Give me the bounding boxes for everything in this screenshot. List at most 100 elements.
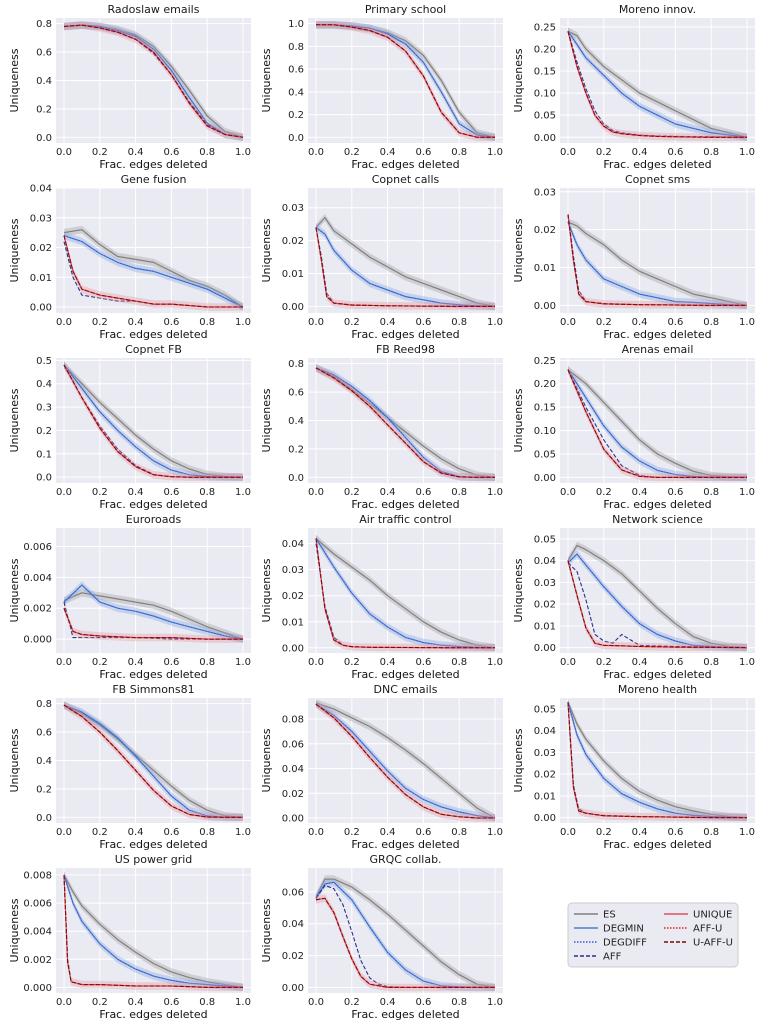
line-es — [567, 30, 748, 138]
x-tick-label: 1.0 — [235, 827, 251, 838]
panel-euroroads: 0.000 0.002 0.004 0.006 0.0 0.2 0.4 0.6 0.8 1.0 Eu… — [8, 513, 251, 681]
x-tick-label: 0.8 — [199, 827, 215, 838]
x-axis-label: Frac. edges deleted — [351, 668, 459, 681]
x-tick-label: 0.6 — [415, 147, 431, 158]
band-unique — [64, 701, 243, 822]
y-tick-label: 0.00 — [534, 643, 556, 654]
x-tick-label: 0.2 — [344, 997, 360, 1008]
line-degdiff — [315, 703, 496, 819]
x-tick-label: 0.0 — [560, 657, 576, 668]
y-tick-label: 0.4 — [288, 87, 304, 98]
x-tick-label: 0.0 — [560, 147, 576, 158]
panel-network-science: 0.00 0.01 0.02 0.03 0.04 0.05 0.0 0.2 0.4 0.6 0.8 1… — [512, 513, 755, 681]
chart-title: Euroroads — [126, 513, 182, 526]
x-axis-label: Frac. edges deleted — [99, 498, 207, 511]
line-es — [63, 229, 244, 308]
line-u-aff-u — [315, 227, 495, 307]
series-group — [63, 21, 244, 142]
panel-copnet-fb: 0.0 0.1 0.2 0.3 0.4 0.5 0.0 0.2 0.4 0.6 0.8 1.0 Copn… — [8, 343, 251, 511]
x-tick-label: 0.6 — [163, 317, 179, 328]
x-tick-label: 1.0 — [739, 487, 755, 498]
line-u-aff-u — [567, 369, 747, 478]
band-degmin — [316, 223, 495, 311]
chart-title: FB Simmons81 — [112, 683, 194, 696]
panel-copnet-calls: 0.00 0.01 0.02 0.03 0.0 0.2 0.4 0.6 0.8 1.0 Copnet… — [260, 173, 503, 341]
y-tick-label: 0.2 — [36, 426, 52, 437]
x-tick-label: 0.8 — [199, 657, 215, 668]
chart-title: Primary school — [365, 3, 446, 16]
line-degmin — [63, 584, 244, 640]
y-axis-label: Uniqueness — [8, 218, 21, 282]
y-tick-label: 0.8 — [36, 19, 52, 30]
y-tick-label: 0.05 — [534, 704, 556, 715]
band-unique — [64, 21, 243, 142]
y-tick-label: 0.8 — [288, 359, 304, 370]
y-tick-label: 0.03 — [534, 578, 556, 589]
series-group — [567, 698, 748, 822]
x-tick-label: 0.8 — [703, 317, 719, 328]
y-tick-label: 0.02 — [282, 789, 304, 800]
line-u-aff-u — [315, 703, 495, 819]
panel-fb-simmons81: 0.0 0.2 0.4 0.6 0.8 0.0 0.2 0.4 0.6 0.8 1.0 FB Simm… — [8, 683, 251, 851]
y-tick-label: 0.10 — [534, 89, 556, 100]
y-tick-label: 0.15 — [534, 67, 556, 78]
y-tick-label: 0.3 — [36, 403, 52, 414]
y-axis-label: Uniqueness — [8, 728, 21, 792]
line-u-aff-u — [63, 364, 243, 478]
y-tick-label: 0.0 — [36, 133, 52, 144]
x-tick-label: 0.4 — [632, 657, 648, 668]
band-es — [316, 213, 495, 311]
x-tick-label: 0.8 — [703, 147, 719, 158]
band-es — [316, 699, 495, 822]
x-tick-label: 0.4 — [632, 317, 648, 328]
y-tick-label: 0.6 — [288, 388, 304, 399]
y-tick-label: 0.04 — [282, 919, 304, 930]
y-tick-label: 0.02 — [534, 770, 556, 781]
series-group — [567, 210, 748, 310]
chart-title: Gene fusion — [121, 173, 187, 186]
y-tick-label: 0.008 — [23, 871, 52, 882]
y-axis-label: Uniqueness — [8, 388, 21, 452]
x-tick-label: 1.0 — [487, 487, 503, 498]
x-tick-label: 0.4 — [380, 657, 396, 668]
y-tick-label: 0.1 — [36, 449, 52, 460]
x-tick-label: 0.2 — [344, 317, 360, 328]
line-degdiff — [315, 367, 495, 478]
x-tick-label: 0.0 — [56, 997, 72, 1008]
x-tick-label: 0.4 — [128, 487, 144, 498]
x-tick-label: 0.2 — [92, 997, 108, 1008]
chart-title: Moreno health — [618, 683, 697, 696]
series-group — [567, 27, 748, 141]
legend-label-aff: AFF — [603, 952, 622, 963]
y-axis-label: Uniqueness — [260, 48, 273, 112]
x-tick-label: 0.0 — [308, 147, 324, 158]
y-tick-label: 0.10 — [534, 426, 556, 437]
band-unique — [568, 210, 747, 310]
y-tick-label: 0.25 — [534, 356, 556, 367]
x-tick-label: 1.0 — [235, 317, 251, 328]
x-tick-label: 0.0 — [56, 487, 72, 498]
band-es — [568, 541, 747, 652]
plot-area — [560, 358, 755, 483]
x-tick-label: 0.6 — [667, 147, 683, 158]
y-tick-label: 0.002 — [23, 604, 52, 615]
x-axis-label: Frac. edges deleted — [603, 498, 711, 511]
series-group — [567, 541, 748, 652]
line-degdiff — [316, 24, 496, 138]
panel-radoslaw-emails: 0.0 0.2 0.4 0.6 0.8 0.0 0.2 0.4 0.6 0.8 1.0 Radosla… — [8, 3, 251, 171]
y-tick-label: 0.01 — [30, 273, 52, 284]
band-es — [64, 21, 243, 142]
y-tick-label: 0.01 — [534, 263, 556, 274]
legend-box — [567, 902, 739, 968]
x-tick-label: 0.6 — [667, 487, 683, 498]
x-axis-label: Frac. edges deleted — [603, 838, 711, 851]
line-u-aff-u — [567, 560, 748, 649]
line-u-aff-u — [63, 704, 243, 818]
x-tick-label: 0.6 — [163, 997, 179, 1008]
chart-title: Copnet calls — [372, 173, 440, 186]
x-tick-label: 0.0 — [308, 657, 324, 668]
y-tick-label: 0.01 — [282, 617, 304, 628]
x-tick-label: 0.4 — [632, 487, 648, 498]
chart-title: DNC emails — [374, 683, 438, 696]
x-tick-label: 0.6 — [667, 827, 683, 838]
